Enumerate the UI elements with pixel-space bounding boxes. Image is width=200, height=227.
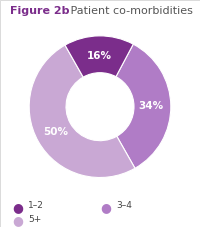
Wedge shape — [29, 45, 135, 178]
Text: 5+: 5+ — [28, 215, 41, 224]
Text: 34%: 34% — [138, 101, 164, 111]
Wedge shape — [65, 36, 133, 77]
Text: 3–4: 3–4 — [116, 201, 132, 210]
Text: ●: ● — [12, 201, 23, 214]
Text: 16%: 16% — [87, 51, 112, 61]
Text: ●: ● — [12, 215, 23, 227]
Wedge shape — [116, 44, 171, 168]
Text: Patient co-morbidities: Patient co-morbidities — [67, 6, 193, 16]
Text: 1–2: 1–2 — [28, 201, 44, 210]
Text: ●: ● — [100, 201, 111, 214]
Text: 50%: 50% — [43, 127, 68, 137]
Text: Figure 2b: Figure 2b — [10, 6, 70, 16]
